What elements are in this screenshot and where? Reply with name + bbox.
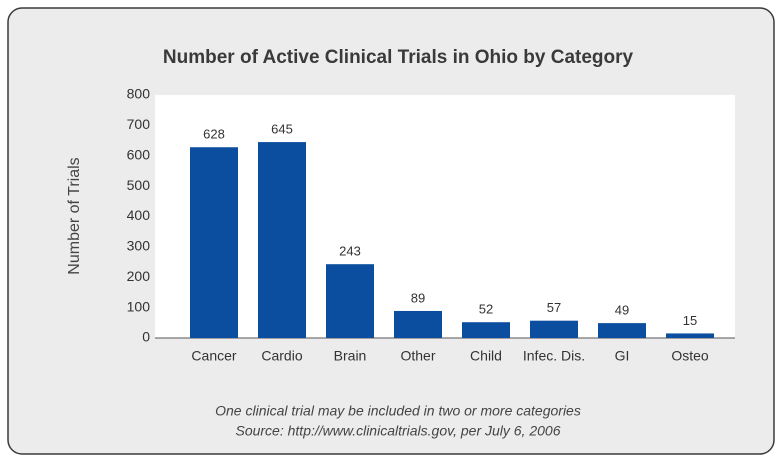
value-label: 57 (547, 300, 561, 315)
plot-area (155, 95, 735, 338)
bar (530, 320, 578, 338)
y-tick-label: 600 (127, 146, 151, 162)
bar (326, 264, 374, 338)
chart-title: Number of Active Clinical Trials in Ohio… (163, 47, 634, 68)
x-tick-label: Other (400, 348, 435, 364)
y-tick-label: 400 (127, 207, 151, 223)
value-label: 628 (203, 127, 225, 142)
bar (258, 142, 306, 338)
value-label: 243 (339, 244, 361, 259)
y-tick-label: 200 (127, 268, 151, 284)
source-note: Source: http://www.clinicaltrials.gov, p… (235, 423, 560, 439)
bar (666, 333, 714, 338)
y-tick-label: 300 (127, 238, 151, 254)
bar (394, 310, 442, 338)
value-label: 89 (411, 290, 425, 305)
bar (598, 323, 646, 338)
footnote: One clinical trial may be included in tw… (215, 403, 581, 419)
value-label: 52 (479, 302, 493, 317)
x-tick-label: Child (470, 348, 502, 364)
y-axis-title: Number of Trials (66, 157, 83, 274)
value-label: 49 (615, 303, 629, 318)
y-tick-label: 100 (127, 298, 151, 314)
y-tick-label: 500 (127, 177, 151, 193)
value-label: 645 (271, 122, 293, 137)
bar (462, 322, 510, 338)
x-tick-label: GI (615, 348, 630, 364)
y-tick-label: 0 (142, 329, 150, 345)
x-tick-label: Cardio (261, 348, 302, 364)
y-tick-label: 800 (127, 86, 151, 102)
x-tick-label: Cancer (191, 348, 236, 364)
y-tick-label: 700 (127, 116, 151, 132)
x-tick-label: Osteo (671, 348, 709, 364)
value-label: 15 (683, 313, 697, 328)
x-tick-label: Infec. Dis. (523, 348, 585, 364)
bar (190, 147, 238, 338)
x-tick-label: Brain (334, 348, 367, 364)
